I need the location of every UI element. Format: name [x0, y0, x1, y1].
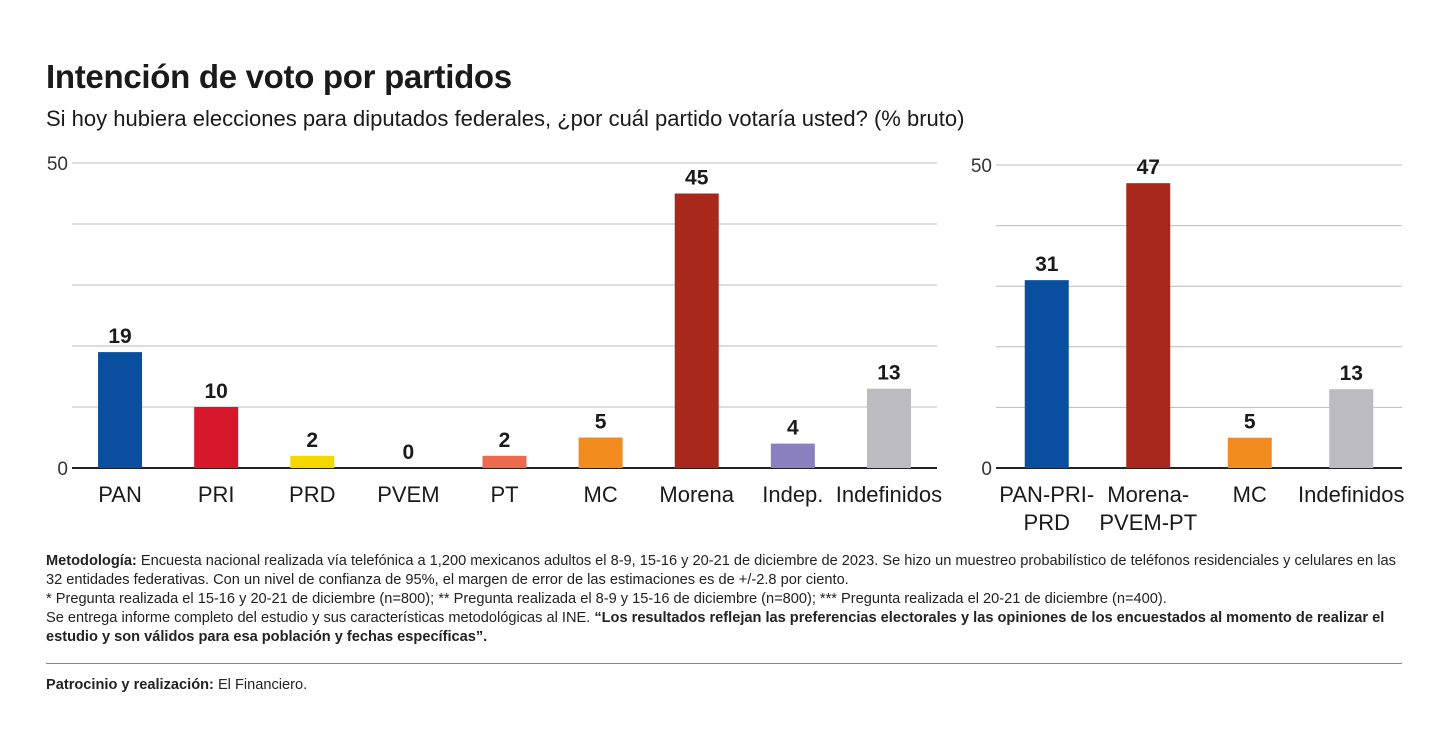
party-category-label: PRI [198, 482, 235, 507]
party-value-label: 5 [595, 411, 607, 434]
party-category-label: PVEM [377, 482, 439, 507]
footnotes: * Pregunta realizada el 15-16 y 20-21 de… [46, 591, 1167, 607]
party-bar [98, 352, 143, 468]
party-category-label: PRD [289, 482, 335, 507]
ine-text: Se entrega informe completo del estudio … [46, 610, 595, 626]
sponsor-label: Patrocinio y realización: [46, 677, 214, 693]
party-value-label: 0 [403, 441, 415, 464]
party-category-label: Indefinidos [836, 482, 942, 507]
party-value-label: 10 [204, 380, 227, 403]
party-bar [290, 455, 335, 468]
methodology-label: Metodología: [46, 553, 137, 569]
party-value-label: 2 [306, 429, 318, 452]
party-value-label: 45 [685, 167, 709, 190]
ine-paragraph: Se entrega informe completo del estudio … [46, 609, 1406, 647]
disclaimer: “Los resultados reflejan las preferencia… [46, 610, 1385, 645]
methodology-paragraph: Metodología: Encuesta nacional realizada… [46, 552, 1406, 590]
party-bar [674, 193, 719, 468]
party-ytick-label: 50 [47, 154, 68, 175]
party-category-label: Indep. [762, 482, 823, 507]
party-bar [770, 443, 815, 468]
party-category-label: PAN [98, 482, 142, 507]
party-bar [866, 388, 911, 468]
chart-subtitle: Si hoy hubiera elecciones para diputados… [46, 106, 965, 131]
party-category-label: MC [584, 482, 618, 507]
party-vote-chart: 0 50 19 PAN 10 PRI 2 PRD 0 PVEM 2 PT 5 MC 45 Morena 4 Ind… [47, 154, 942, 507]
party-category-label: PT [490, 482, 518, 507]
sponsor-value: El Financiero. [213, 677, 308, 693]
methodology-text: Encuesta nacional realizada vía telefóni… [46, 553, 1396, 588]
party-value-label: 19 [108, 325, 131, 348]
sponsor-line: Patrocinio y realización: El Financiero. [46, 677, 307, 693]
party-value-label: 2 [499, 429, 511, 452]
methodology-notes: Metodología: Encuesta nacional realizada… [46, 552, 1406, 647]
party-category-label: Morena [659, 482, 734, 507]
party-value-label: 13 [877, 362, 900, 385]
party-value-label: 4 [787, 417, 799, 440]
party-bar [194, 407, 239, 468]
divider [46, 663, 1402, 664]
party-bar [578, 437, 623, 468]
chart-title: Intención de voto por partidos [46, 58, 512, 95]
party-bar [482, 455, 527, 468]
party-ytick-label: 0 [57, 459, 68, 480]
